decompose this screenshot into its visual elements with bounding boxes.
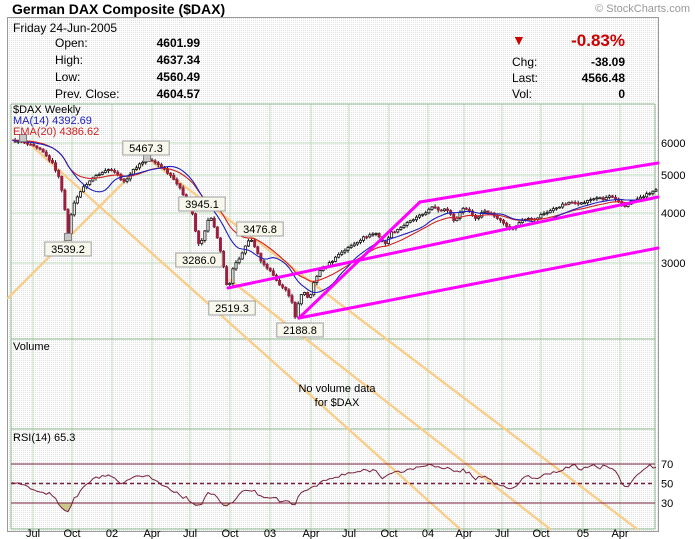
high-label: High: [55,53,84,67]
prev-close-label: Prev. Close: [55,87,120,101]
open-value: 4601.99 [156,36,200,50]
down-arrow-icon: ▼ [512,32,526,48]
last-label: Last: [512,71,539,85]
quote-date: Friday 24-Jun-2005 [13,21,118,35]
last-value: 4566.48 [581,71,625,85]
vol-value: 0 [618,87,625,101]
high-value: 4637.34 [156,53,200,67]
price-axis-label: 4000 [661,208,685,220]
chg-value: -38.09 [590,55,625,69]
low-value: 4560.49 [156,70,200,84]
open-label: Open: [55,36,88,50]
price-axis-label: 6000 [661,138,685,150]
low-label: Low: [55,70,81,84]
chg-label: Chg: [512,55,538,69]
rsi-axis-label: 70 [661,459,673,471]
price-axis-label: 5000 [661,170,685,182]
percent-change: -0.83% [571,31,625,50]
prev-close-value: 4604.57 [156,87,200,101]
page-title: German DAX Composite ($DAX) [12,1,226,17]
rsi-axis-label: 30 [661,498,673,510]
stockcharts-watermark-link[interactable]: © StockCharts.com [595,3,690,15]
price-axis-label: 3000 [661,258,685,270]
rsi-axis-label: 50 [661,479,673,491]
vol-label: Vol: [512,87,533,101]
